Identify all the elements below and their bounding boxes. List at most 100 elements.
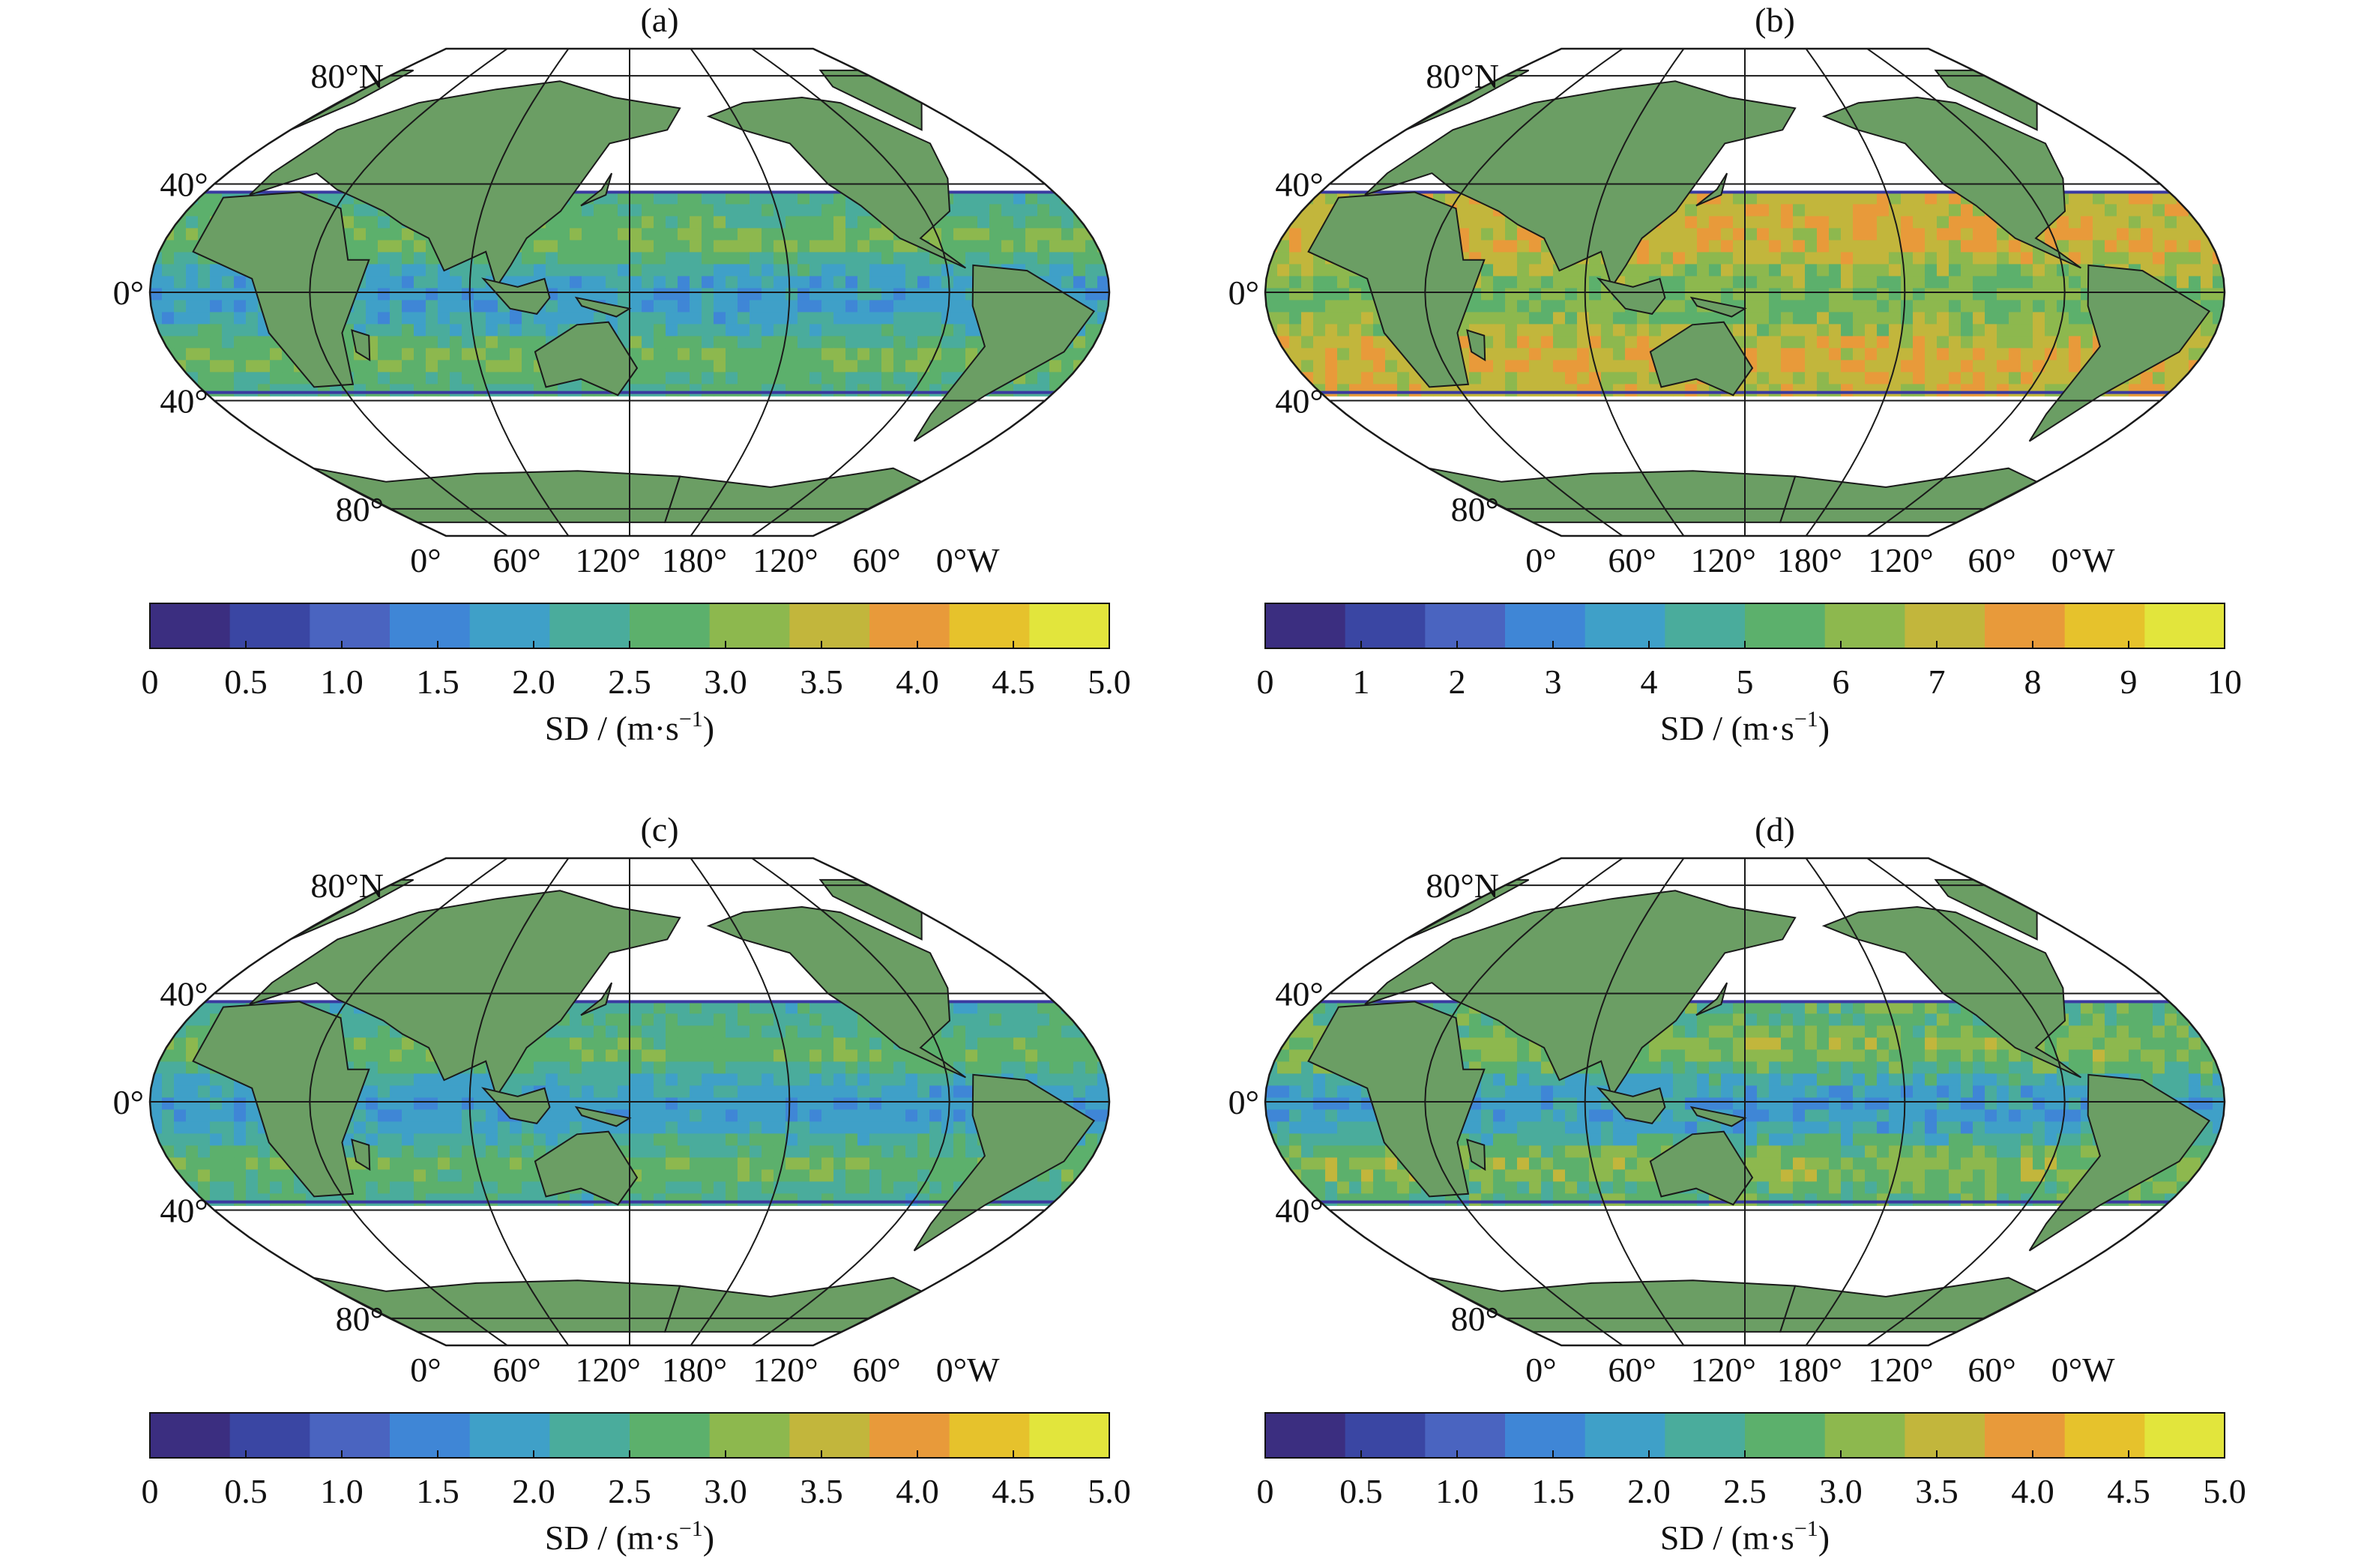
colorbar-tick-label: 2.5 <box>608 1472 651 1510</box>
colorbar-segment <box>1985 1413 2066 1458</box>
land-polygon <box>1689 296 1747 318</box>
colorbar-segment <box>229 1413 310 1458</box>
colorbar-label-exponent: −1 <box>679 1516 703 1541</box>
longitude-label: 0°W <box>936 541 1000 579</box>
colorbar-tick-label: 0 <box>1257 663 1274 701</box>
colorbar-label-close: ) <box>703 709 714 747</box>
colorbar-segment <box>630 1413 711 1458</box>
colorbar-tick-label: 4.5 <box>2107 1472 2150 1510</box>
colorbar-segment <box>1905 603 1985 648</box>
longitude-label: 180° <box>1777 541 1842 579</box>
land-polygon <box>1695 982 1728 1016</box>
colorbar-segment <box>1584 603 1665 648</box>
longitude-label: 60° <box>1608 541 1656 579</box>
colorbar-segment <box>869 603 950 648</box>
land-polygon <box>1934 69 2038 131</box>
colorbar-tick-label: 1.5 <box>1531 1472 1575 1510</box>
meridian-line <box>309 49 508 536</box>
colorbar-segment <box>390 603 471 648</box>
colorbar-segment <box>2144 1413 2225 1458</box>
panel-label: (a) <box>640 1 678 39</box>
colorbar-segment <box>469 603 550 648</box>
latitude-label: 0° <box>1228 274 1259 312</box>
colorbar-label-main: SD / (m·s <box>545 1519 679 1557</box>
colorbar-label-exponent: −1 <box>679 707 703 732</box>
meridian-line <box>1424 858 1623 1345</box>
land-polygon <box>1695 172 1728 207</box>
latitude-label: 0° <box>113 1083 144 1121</box>
land-polygon <box>574 296 632 318</box>
colorbar-tick-label: 2.5 <box>608 663 651 701</box>
meridian-line <box>690 858 791 1345</box>
longitude-label: 120° <box>753 1351 818 1389</box>
longitude-label: 180° <box>662 541 727 579</box>
colorbar-label: SD / (m·s−1) <box>545 707 714 747</box>
colorbar-tick-label: 0 <box>142 663 159 701</box>
colorbar-tick-label: 0 <box>1257 1472 1274 1510</box>
meridian-line <box>1866 858 2066 1345</box>
colorbar-segment <box>1665 603 1746 648</box>
colorbar-segment <box>1745 1413 1826 1458</box>
latitude-label: 40° <box>1275 382 1323 420</box>
longitude-label: 120° <box>1690 1351 1755 1389</box>
colorbar-segment <box>310 603 391 648</box>
land-polygon <box>913 264 1096 442</box>
land-polygon <box>1307 1001 1486 1198</box>
colorbar-segment <box>2064 1413 2145 1458</box>
land-polygon <box>481 277 551 316</box>
land-polygon <box>580 982 613 1016</box>
latitude-label: 80° <box>336 1300 384 1338</box>
colorbar-segment <box>229 603 310 648</box>
colorbar-tick-label: 4 <box>1641 663 1658 701</box>
colorbar-segment <box>2144 603 2225 648</box>
colorbar-segment <box>2064 603 2145 648</box>
colorbar-label-close: ) <box>1818 709 1830 747</box>
longitude-label: 120° <box>1868 1351 1933 1389</box>
meridian-line <box>468 858 570 1345</box>
meridian-line <box>309 858 508 1345</box>
colorbar-segment <box>549 603 630 648</box>
land-polygon <box>534 321 639 396</box>
longitude-label: 60° <box>492 1351 540 1389</box>
colorbar-segment <box>150 1413 231 1458</box>
longitude-label: 60° <box>1608 1351 1656 1389</box>
colorbar-tick-label: 4.0 <box>2011 1472 2054 1510</box>
land-polygon <box>574 1106 632 1127</box>
colorbar-tick-label: 0.5 <box>224 663 268 701</box>
colorbar-tick-label: 3 <box>1545 663 1562 701</box>
colorbar-tick-label: 4.0 <box>896 1472 939 1510</box>
panel-label: (d) <box>1755 810 1795 848</box>
longitude-label: 120° <box>575 1351 640 1389</box>
land-polygon <box>1649 1130 1754 1206</box>
colorbar-tick-label: 0 <box>142 1472 159 1510</box>
colorbar-segment <box>1505 1413 1586 1458</box>
longitude-label: 0°W <box>2051 541 2115 579</box>
colorbar-label: SD / (m·s−1) <box>1660 707 1830 747</box>
colorbar-label-main: SD / (m·s <box>1660 709 1794 747</box>
colorbar-segment <box>1905 1413 1985 1458</box>
colorbar-label-main: SD / (m·s <box>1660 1519 1794 1557</box>
colorbar-label-exponent: −1 <box>1794 1516 1818 1541</box>
latitude-label: 80° <box>336 490 384 528</box>
colorbar-tick-label: 3.5 <box>1915 1472 1959 1510</box>
colorbar-segment <box>789 1413 870 1458</box>
longitude-label: 60° <box>1968 541 2015 579</box>
colorbar-segment <box>469 1413 550 1458</box>
colorbar: 0 0.5 1.0 1.5 2.0 2.5 3.0 3.5 4.0 4.5 5.0 SD / (m·s… <box>1257 1412 2246 1557</box>
colorbar-segment <box>310 1413 391 1458</box>
meridian-line <box>751 49 950 536</box>
land-polygon <box>1307 191 1486 388</box>
land-polygon <box>818 878 923 941</box>
land-polygon <box>481 1087 551 1125</box>
colorbar-segment <box>1665 1413 1746 1458</box>
colorbar-tick-label: 1.5 <box>416 663 459 701</box>
colorbar-segment <box>1345 603 1426 648</box>
map-outline <box>148 857 1111 1347</box>
colorbar-label: SD / (m·s−1) <box>545 1516 714 1557</box>
latitude-label: 80°N <box>310 57 384 95</box>
longitude-label: 60° <box>492 541 540 579</box>
colorbar-segment <box>1505 603 1586 648</box>
colorbar-tick-label: 9 <box>2120 663 2138 701</box>
colorbar-segment <box>1745 603 1826 648</box>
